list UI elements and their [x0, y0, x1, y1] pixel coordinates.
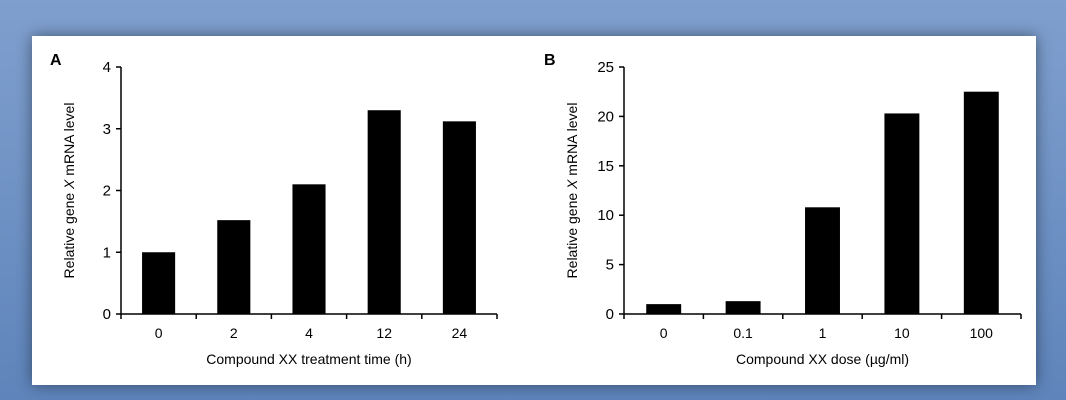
- y-tick-label: 0: [103, 306, 111, 323]
- chart-panel-b: B 0 5 10 15 20 25 0 0.1 1 10 100 Compound XX dose (µ…: [544, 52, 1022, 367]
- x-tick-label: 24: [452, 325, 468, 341]
- bar-0_1: [725, 301, 761, 314]
- y-tick-label: 0: [606, 306, 614, 323]
- y-tick-label: 15: [597, 158, 614, 175]
- y-axis-title: Relative gene X mRNA level: [564, 103, 580, 279]
- figure-panel: A 0 1 2 3 4 0 2 4 12 24 Compound XX treatment time …: [32, 36, 1036, 385]
- y-tick-label: 2: [103, 183, 111, 200]
- y-tick-label: 20: [597, 108, 614, 125]
- x-tick-label: 10: [894, 325, 910, 341]
- panel-label: B: [544, 52, 556, 69]
- x-tick-label: 4: [305, 325, 313, 341]
- bar-2: [217, 220, 251, 314]
- x-tick-label: 12: [376, 325, 392, 341]
- x-tick-label: 2: [230, 325, 238, 341]
- y-axis-title-part: X: [61, 179, 77, 190]
- y-axis-title-part: mRNA level: [564, 103, 580, 180]
- x-tick-label: 0: [660, 325, 668, 341]
- y-axis-title-part: X: [564, 179, 580, 190]
- y-tick-label: 4: [103, 59, 111, 76]
- bar-100: [963, 91, 999, 314]
- x-tick-label: 1: [819, 325, 827, 341]
- y-axis-title-part: mRNA level: [61, 103, 77, 180]
- bar-1: [805, 207, 840, 314]
- y-axis-title-part: Relative gene: [564, 189, 580, 279]
- y-tick-label: 1: [103, 244, 111, 261]
- y-axis-title: Relative gene X mRNA level: [61, 103, 77, 279]
- bar-12: [367, 110, 401, 314]
- y-tick-label: 25: [597, 59, 614, 76]
- x-tick-label: 100: [970, 325, 994, 341]
- y-axis-title-part: Relative gene: [61, 189, 77, 279]
- bar-4: [292, 184, 326, 314]
- x-tick-label: 0.1: [733, 325, 753, 341]
- x-axis-title: Compound XX dose (µg/ml): [736, 351, 909, 367]
- bar-0: [142, 252, 176, 314]
- bar-0: [646, 304, 682, 314]
- panel-label: A: [50, 52, 62, 69]
- y-tick-label: 3: [103, 121, 111, 138]
- y-tick-label: 5: [606, 257, 614, 274]
- y-tick-label: 10: [597, 207, 614, 224]
- x-tick-label: 0: [155, 325, 163, 341]
- bar-24: [442, 121, 476, 314]
- bar-10: [884, 113, 920, 314]
- x-axis-title: Compound XX treatment time (h): [206, 351, 411, 367]
